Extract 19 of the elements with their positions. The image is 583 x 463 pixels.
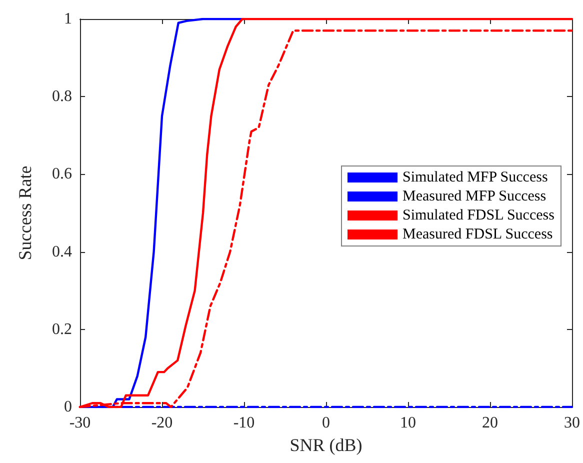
y-tick-label: 0.6 <box>52 166 72 183</box>
y-tick-label: 1 <box>64 10 72 28</box>
x-tick-label: -10 <box>233 414 255 432</box>
y-axis-title: Success Rate <box>15 166 35 260</box>
x-tick-label: 30 <box>564 414 580 432</box>
y-tick-label: 0.4 <box>52 243 72 260</box>
x-axis-title: SNR (dB) <box>290 434 362 455</box>
y-tick-label: 0.2 <box>52 320 72 338</box>
x-tick-label: -20 <box>151 414 173 432</box>
legend-label: Measured FDSL Success <box>402 226 553 242</box>
x-tick-label: 10 <box>400 414 416 432</box>
x-tick-label: 20 <box>482 414 498 432</box>
x-tick-label: 0 <box>322 414 330 432</box>
legend-label: Simulated MFP Success <box>402 170 548 186</box>
legend-label: Simulated FDSL Success <box>402 208 555 224</box>
y-tick-label: 0 <box>64 398 72 416</box>
y-tick-label: 0.8 <box>52 88 72 106</box>
x-tick-label: -30 <box>69 414 91 432</box>
legend-label: Measured MFP Success <box>402 188 546 204</box>
